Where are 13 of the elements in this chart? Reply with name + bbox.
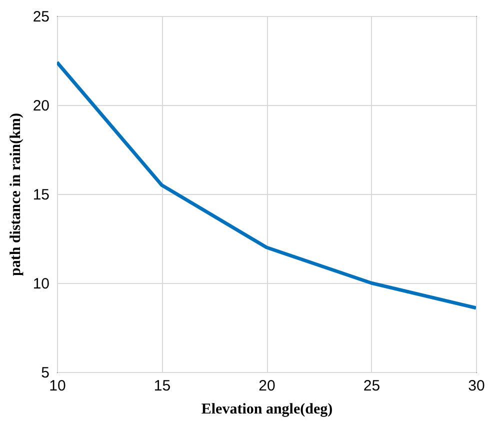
y-tick-label: 25 (32, 8, 50, 26)
y-tick-label: 5 (41, 364, 50, 382)
x-tick-label: 15 (154, 378, 171, 394)
x-tick-label: 25 (363, 378, 380, 394)
x-tick-label: 30 (468, 378, 485, 394)
y-tick-label: 10 (32, 276, 50, 292)
line-series (57, 60, 476, 310)
x-axis-title: Elevation angle(deg) (201, 402, 333, 418)
x-tick-label: 20 (258, 378, 276, 394)
y-tick-label: 15 (32, 186, 50, 204)
y-tick-label: 20 (32, 98, 50, 114)
x-tick-label: 10 (49, 378, 66, 394)
y-axis-title: path distance in rain(km) (8, 113, 24, 276)
